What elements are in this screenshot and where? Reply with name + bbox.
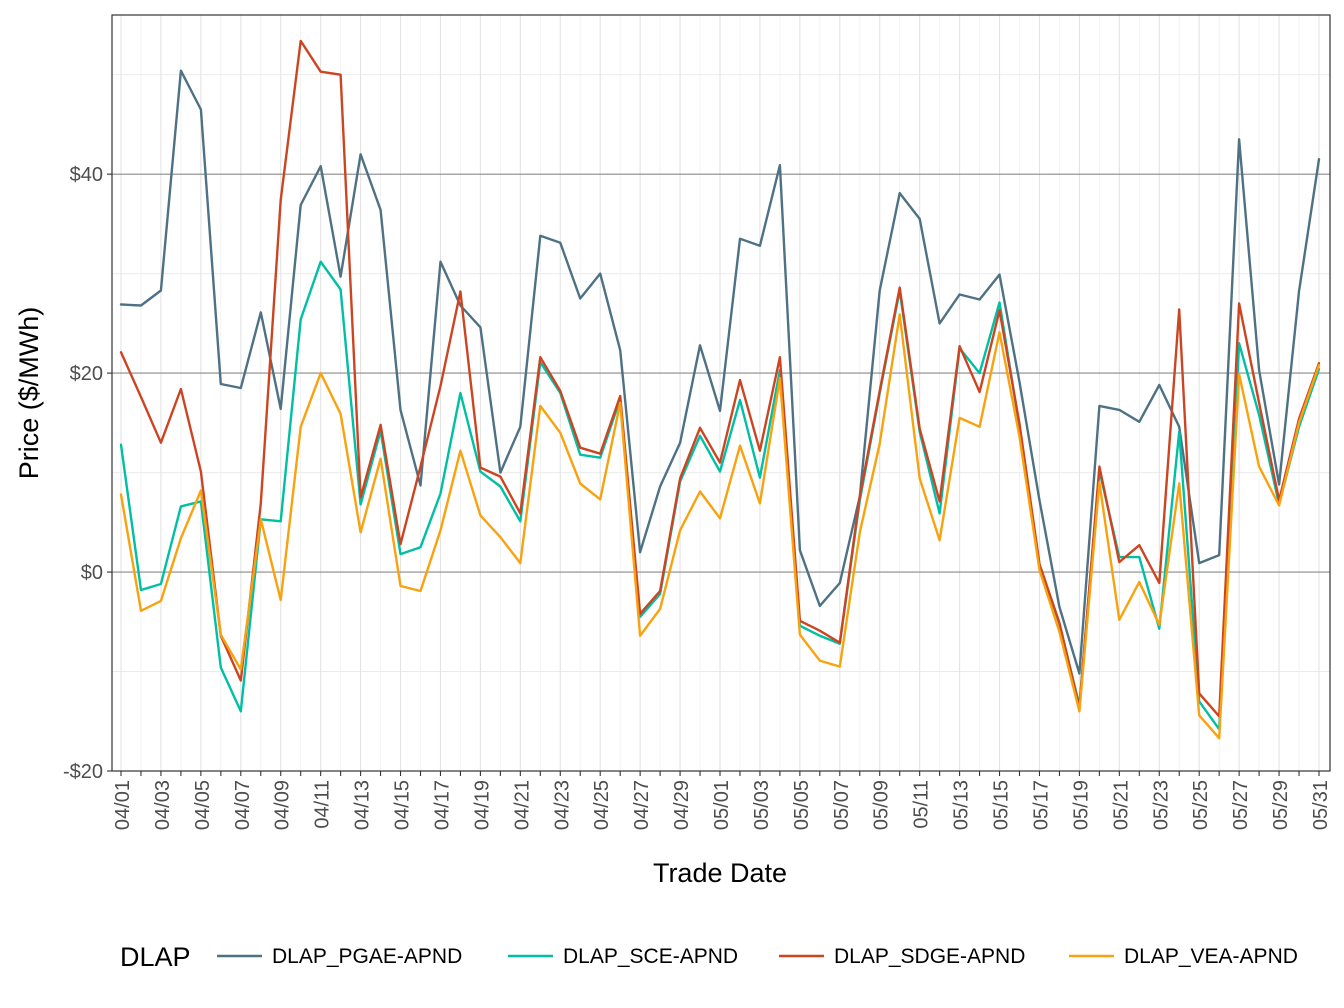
x-tick-label: 05/01 <box>711 780 733 830</box>
x-tick-label: 05/09 <box>871 780 893 830</box>
x-tick-label: 04/13 <box>352 780 374 830</box>
x-tick-label: 05/17 <box>1031 780 1053 830</box>
x-tick-label: 05/07 <box>831 780 853 830</box>
x-tick-label: 05/27 <box>1230 780 1252 830</box>
x-tick-label: 04/19 <box>471 780 493 830</box>
legend-label: DLAP_SCE-APND <box>563 945 738 968</box>
x-tick-label: 04/17 <box>432 780 454 830</box>
x-tick-label: 05/15 <box>991 780 1013 830</box>
x-tick-label: 04/25 <box>591 780 613 830</box>
x-tick-label: 05/23 <box>1150 780 1172 830</box>
x-tick-label: 05/31 <box>1310 780 1332 830</box>
x-tick-label: 04/09 <box>272 780 294 830</box>
legend-title: DLAP <box>120 942 191 972</box>
x-tick-label: 05/11 <box>911 780 933 829</box>
series-line-DLAP_VEA-APND <box>119 313 1321 740</box>
x-tick-label: 04/29 <box>671 780 693 830</box>
x-tick-label: 05/21 <box>1110 780 1132 830</box>
y-axis: -$20 $0 $20 $40 <box>63 164 112 783</box>
series-layer <box>119 39 1321 740</box>
legend-label: DLAP_VEA-APND <box>1124 945 1298 968</box>
x-tick-label: 04/27 <box>631 780 653 830</box>
x-tick-label: 05/13 <box>951 780 973 830</box>
y-tick-label: $40 <box>70 164 103 186</box>
y-tick-label: -$20 <box>63 761 103 783</box>
legend-label: DLAP_SDGE-APND <box>834 945 1025 968</box>
legend: DLAP DLAP_PGAE-APND DLAP_SCE-APND DLAP_SDG… <box>120 942 1298 972</box>
x-tick-label: 05/25 <box>1190 780 1212 830</box>
x-tick-label: 05/19 <box>1070 780 1092 830</box>
series-line-DLAP_SDGE-APND <box>119 39 1321 718</box>
y-tick-label: $0 <box>81 562 103 584</box>
x-tick-label: 05/29 <box>1270 780 1292 830</box>
y-tick-label: $20 <box>70 363 103 385</box>
x-axis: 04/01 04/03 04/05 04/07 04/09 04/11 04/13 04/15… <box>112 771 1332 830</box>
legend-label: DLAP_PGAE-APND <box>272 945 462 968</box>
plot-border <box>111 14 1331 772</box>
x-tick-label: 04/07 <box>232 780 254 830</box>
x-tick-label: 04/03 <box>152 780 174 830</box>
x-tick-label: 04/05 <box>192 780 214 830</box>
y-axis-title: Price ($/MWh) <box>14 307 44 480</box>
x-tick-label: 04/21 <box>511 780 533 830</box>
x-tick-label: 04/15 <box>392 780 414 830</box>
x-tick-label: 04/01 <box>112 780 134 830</box>
series-line-DLAP_PGAE-APND <box>119 69 1321 675</box>
x-tick-label: 04/11 <box>312 780 334 829</box>
x-tick-label: 05/03 <box>751 780 773 830</box>
x-tick-label: 05/05 <box>791 780 813 830</box>
x-tick-label: 04/23 <box>551 780 573 830</box>
x-axis-title: Trade Date <box>653 858 787 888</box>
